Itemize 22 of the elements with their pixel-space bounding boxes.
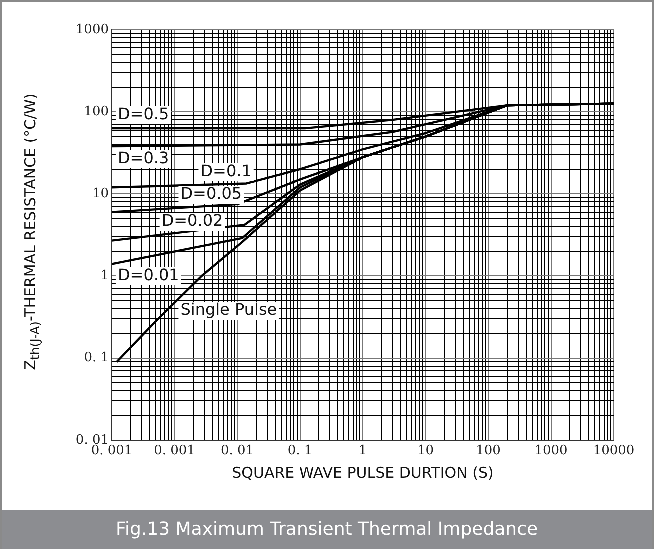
- x-axis-title: SQUARE WAVE PULSE DURTION (S): [231, 464, 495, 482]
- x-tick-label: 0. 01: [220, 444, 254, 459]
- x-tick-label: 0. 001: [154, 444, 196, 459]
- series-label: D=0.3: [118, 148, 170, 168]
- text: Fig.13 Maximum Transient Thermal Impedance: [2, 510, 652, 549]
- y-tick-label: 10: [92, 186, 109, 202]
- y-tick-label: 0. 1: [84, 350, 109, 366]
- x-tick-label: 1000: [534, 444, 568, 459]
- x-tick-label: 100: [476, 444, 501, 459]
- x-tick-label: 0. 1: [288, 444, 313, 459]
- series-label: D=0.01: [118, 265, 180, 284]
- x-tick-label: 1: [358, 444, 368, 459]
- series-label: D=0.02: [162, 211, 224, 230]
- series-label: D=0.1: [200, 161, 252, 180]
- series-label: Single Pulse: [180, 300, 278, 320]
- y-tick-label: 1: [100, 268, 109, 284]
- x-tick-label: 10: [417, 444, 434, 459]
- series-label: D=0.05: [180, 184, 242, 204]
- y-tick-label: 1000: [76, 22, 109, 38]
- x-tick-label: 10000: [593, 444, 635, 459]
- y-tick-label: 100: [84, 104, 109, 120]
- series-label: D=0.5: [118, 104, 170, 124]
